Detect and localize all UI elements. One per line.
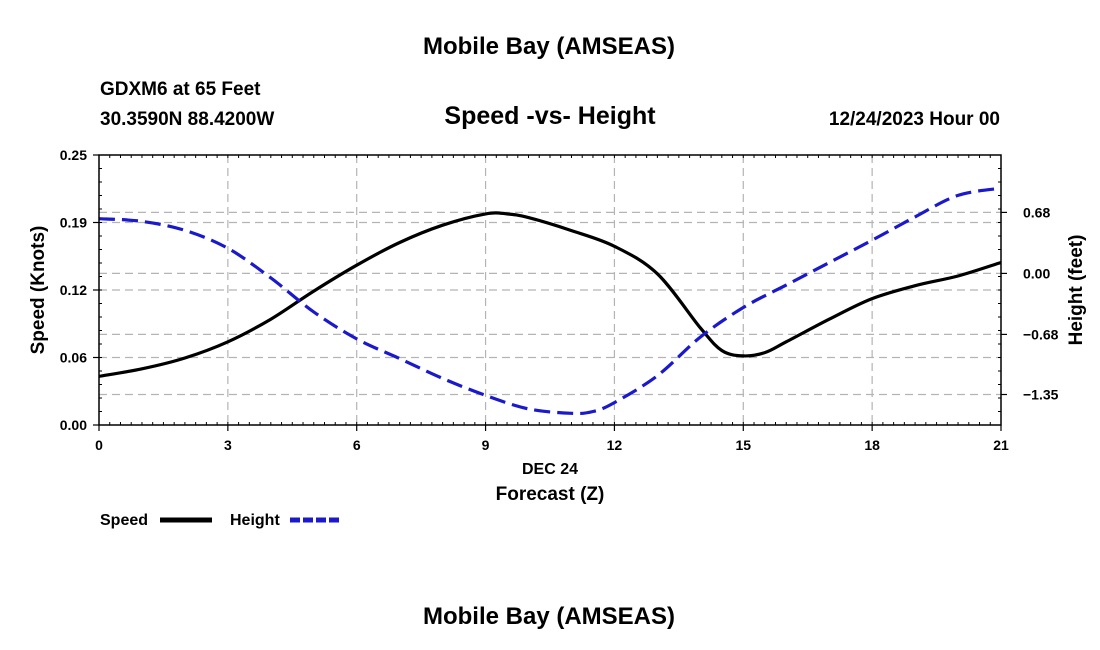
x-tick-label: 21 [993,437,1009,453]
grid-lines [99,155,1001,425]
station-label: GDXM6 at 65 Feet [100,79,261,100]
y2-tick-label: 0.68 [1023,204,1050,220]
chart-title: Speed -vs- Height [444,102,656,130]
x-tick-label: 0 [95,437,103,453]
speed-series-line [98,211,1002,378]
footer-title: Mobile Bay (AMSEAS) [423,603,675,630]
y-tick-label: 0.12 [60,282,87,298]
y2-tick-label: −0.68 [1023,326,1059,342]
y-tick-label: 0.19 [60,215,87,231]
x-tick-label: 15 [735,437,751,453]
x-tick-label: 18 [864,437,880,453]
axis-ticks: 0 3 6 9 12 15 18 21 0.00 0.06 0.12 0.19 0.25 0.68 0.00… [60,147,1059,453]
forecast-datetime: 12/24/2023 Hour 00 [829,109,1000,130]
legend-height-label: Height [230,512,280,529]
series-lines [98,186,1002,416]
y-axis-label: Speed (Knots) [28,226,49,355]
page-title: Mobile Bay (AMSEAS) [423,33,675,60]
x-axis-label: Forecast (Z) [496,484,605,505]
y-tick-label: 0.00 [60,417,87,433]
x-tick-label: 3 [224,437,232,453]
y-tick-label: 0.06 [60,350,87,366]
legend-speed-label: Speed [100,512,148,529]
y2-tick-label: 0.00 [1023,265,1050,281]
x-tick-label: 9 [482,437,490,453]
station-coordinates: 30.3590N 88.4200W [100,109,274,130]
y2-axis-label: Height (feet) [1066,235,1087,346]
x-tick-label: 6 [353,437,361,453]
legend: Speed Height [100,512,342,529]
x-axis-date-label: DEC 24 [522,461,578,478]
height-series-line [98,186,1002,416]
y2-tick-label: −1.35 [1023,387,1059,403]
x-tick-label: 12 [607,437,623,453]
y-tick-label: 0.25 [60,147,87,163]
